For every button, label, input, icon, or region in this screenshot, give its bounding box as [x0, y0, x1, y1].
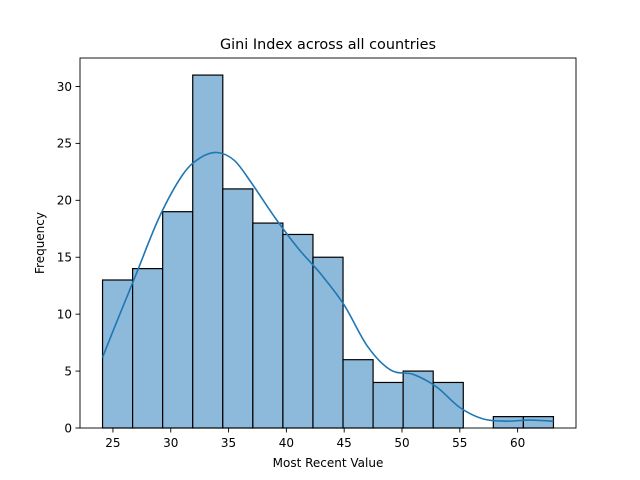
x-tick-label: 45	[337, 436, 352, 450]
histogram-bar	[402, 370, 434, 429]
x-tick-label: 30	[163, 436, 178, 450]
histogram-bar	[192, 74, 224, 429]
x-tick-label: 60	[510, 436, 525, 450]
histogram-bar	[372, 381, 404, 429]
x-tick-label: 35	[221, 436, 236, 450]
histogram-bar	[522, 416, 555, 429]
y-tick-label: 20	[57, 194, 72, 208]
x-tick-label: 40	[279, 436, 294, 450]
kde-line	[101, 151, 554, 422]
histogram-bar	[132, 268, 164, 429]
histogram-bar	[222, 188, 254, 429]
y-tick-label: 5	[64, 364, 72, 378]
x-tick-label: 55	[452, 436, 467, 450]
histogram-bar	[101, 279, 134, 429]
histogram-bar	[162, 211, 194, 429]
y-tick-label: 0	[64, 421, 72, 435]
histogram-bar	[312, 256, 344, 429]
histogram-bar	[492, 416, 524, 429]
x-tick-label: 50	[394, 436, 409, 450]
y-tick-label: 15	[57, 251, 72, 265]
x-axis-ticks: 25 30 35 40 45 50 55 60	[105, 428, 525, 450]
y-tick-label: 25	[57, 137, 72, 151]
histogram-bar	[282, 233, 314, 429]
y-tick-label: 10	[57, 307, 72, 321]
histogram-bars	[101, 74, 555, 429]
x-tick-label: 25	[105, 436, 120, 450]
histogram-bar	[432, 381, 464, 429]
histogram-bar	[252, 222, 284, 429]
y-tick-label: 30	[57, 80, 72, 94]
y-axis-ticks: 0 5 10 15 20 25 30	[57, 80, 80, 435]
histogram-bar	[342, 359, 374, 429]
y-axis-label: Frequency	[33, 212, 47, 274]
chart-title: Gini Index across all countries	[220, 37, 436, 53]
plot-frame	[79, 57, 577, 429]
x-axis-label: Most Recent Value	[273, 456, 384, 470]
